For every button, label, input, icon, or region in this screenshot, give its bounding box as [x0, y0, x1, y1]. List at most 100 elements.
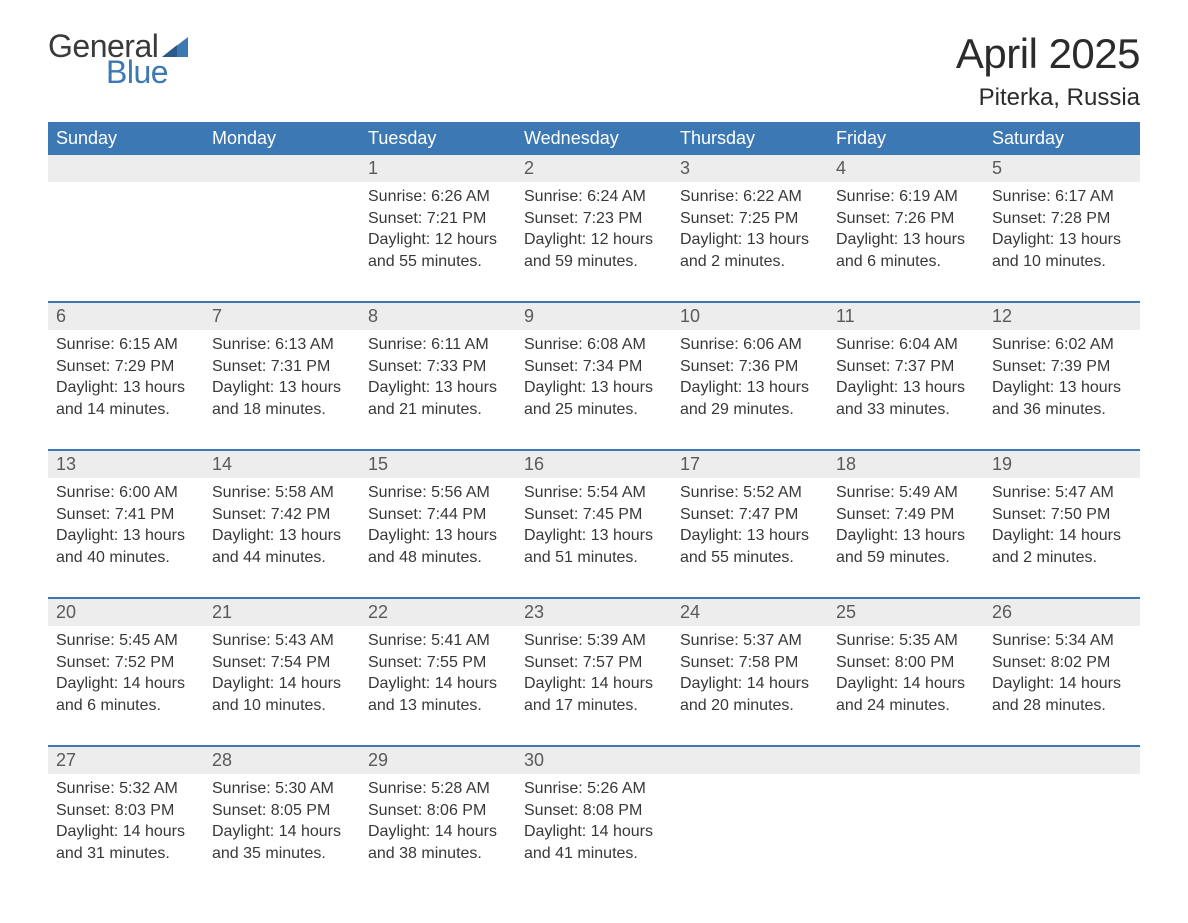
day-sunrise: Sunrise: 5:52 AM [680, 482, 820, 504]
day-sunrise: Sunrise: 6:02 AM [992, 334, 1132, 356]
day-daylight2: and 55 minutes. [680, 547, 820, 569]
day-cell: 12Sunrise: 6:02 AMSunset: 7:39 PMDayligh… [984, 303, 1140, 449]
day-daylight1: Daylight: 14 hours [368, 673, 508, 695]
day-sunset: Sunset: 8:00 PM [836, 652, 976, 674]
day-number-empty [672, 747, 828, 774]
day-sunset: Sunset: 7:34 PM [524, 356, 664, 378]
day-sunrise: Sunrise: 5:28 AM [368, 778, 508, 800]
day-sunset: Sunset: 7:28 PM [992, 208, 1132, 230]
day-body: Sunrise: 5:43 AMSunset: 7:54 PMDaylight:… [204, 626, 360, 726]
day-daylight2: and 20 minutes. [680, 695, 820, 717]
logo-text-blue: Blue [106, 56, 188, 88]
day-sunset: Sunset: 7:36 PM [680, 356, 820, 378]
day-sunrise: Sunrise: 5:39 AM [524, 630, 664, 652]
weekday-header: Thursday [672, 122, 828, 155]
day-body: Sunrise: 5:52 AMSunset: 7:47 PMDaylight:… [672, 478, 828, 578]
day-number: 18 [828, 451, 984, 478]
day-daylight2: and 44 minutes. [212, 547, 352, 569]
day-sunrise: Sunrise: 5:45 AM [56, 630, 196, 652]
weekday-header: Wednesday [516, 122, 672, 155]
day-body: Sunrise: 5:49 AMSunset: 7:49 PMDaylight:… [828, 478, 984, 578]
day-sunset: Sunset: 7:41 PM [56, 504, 196, 526]
day-sunset: Sunset: 7:26 PM [836, 208, 976, 230]
day-sunrise: Sunrise: 5:32 AM [56, 778, 196, 800]
day-number-empty [204, 155, 360, 182]
day-sunset: Sunset: 7:39 PM [992, 356, 1132, 378]
day-daylight2: and 59 minutes. [524, 251, 664, 273]
day-cell: 8Sunrise: 6:11 AMSunset: 7:33 PMDaylight… [360, 303, 516, 449]
day-body: Sunrise: 5:39 AMSunset: 7:57 PMDaylight:… [516, 626, 672, 726]
day-number: 11 [828, 303, 984, 330]
day-sunrise: Sunrise: 6:00 AM [56, 482, 196, 504]
day-body: Sunrise: 5:28 AMSunset: 8:06 PMDaylight:… [360, 774, 516, 874]
title-block: April 2025 Piterka, Russia [956, 30, 1140, 112]
day-sunset: Sunset: 7:44 PM [368, 504, 508, 526]
day-sunset: Sunset: 7:23 PM [524, 208, 664, 230]
day-sunrise: Sunrise: 6:15 AM [56, 334, 196, 356]
day-daylight1: Daylight: 14 hours [212, 821, 352, 843]
day-daylight2: and 6 minutes. [56, 695, 196, 717]
day-daylight2: and 24 minutes. [836, 695, 976, 717]
day-daylight2: and 36 minutes. [992, 399, 1132, 421]
day-cell: 25Sunrise: 5:35 AMSunset: 8:00 PMDayligh… [828, 599, 984, 745]
day-sunrise: Sunrise: 6:26 AM [368, 186, 508, 208]
day-daylight1: Daylight: 13 hours [992, 377, 1132, 399]
day-sunset: Sunset: 7:49 PM [836, 504, 976, 526]
day-body: Sunrise: 5:37 AMSunset: 7:58 PMDaylight:… [672, 626, 828, 726]
day-cell: 30Sunrise: 5:26 AMSunset: 8:08 PMDayligh… [516, 747, 672, 893]
day-sunrise: Sunrise: 5:56 AM [368, 482, 508, 504]
logo: General Blue [48, 30, 188, 88]
day-number: 19 [984, 451, 1140, 478]
day-daylight2: and 51 minutes. [524, 547, 664, 569]
day-number: 14 [204, 451, 360, 478]
week-row: 27 Sunrise: 5:32 AMSunset: 8:03 PM Dayligh… [48, 745, 1140, 893]
day-number: 25 [828, 599, 984, 626]
day-sunset: Sunset: 7:50 PM [992, 504, 1132, 526]
day-sunset: Sunset: 7:29 PM [56, 356, 196, 378]
day-number: 2 [516, 155, 672, 182]
day-daylight1: Daylight: 13 hours [836, 229, 976, 251]
day-daylight2: and 28 minutes. [992, 695, 1132, 717]
day-number: 3 [672, 155, 828, 182]
day-sunset: Sunset: 8:03 PM [56, 800, 196, 822]
day-body: Sunrise: 6:22 AMSunset: 7:25 PMDaylight:… [672, 182, 828, 282]
day-body: Sunrise: 5:47 AMSunset: 7:50 PMDaylight:… [984, 478, 1140, 578]
day-number: 26 [984, 599, 1140, 626]
day-body: Sunrise: 6:00 AMSunset: 7:41 PMDaylight:… [48, 478, 204, 578]
day-daylight2: and 40 minutes. [56, 547, 196, 569]
day-sunset: Sunset: 8:08 PM [524, 800, 664, 822]
day-number: 29 [360, 747, 516, 774]
day-sunset: Sunset: 7:25 PM [680, 208, 820, 230]
day-number: 6 [48, 303, 204, 330]
weekday-header: Friday [828, 122, 984, 155]
day-daylight2: and 10 minutes. [992, 251, 1132, 273]
day-sunset: Sunset: 7:45 PM [524, 504, 664, 526]
day-body: Sunrise: 6:13 AMSunset: 7:31 PMDaylight:… [204, 330, 360, 430]
day-sunset: Sunset: 7:47 PM [680, 504, 820, 526]
week-row: 1Sunrise: 6:26 AMSunset: 7:21 PMDaylight… [48, 155, 1140, 301]
day-daylight1: Daylight: 13 hours [524, 525, 664, 547]
day-number: 27 [48, 747, 204, 774]
day-body: Sunrise: 5:26 AMSunset: 8:08 PMDaylight:… [516, 774, 672, 874]
day-cell: 17Sunrise: 5:52 AMSunset: 7:47 PMDayligh… [672, 451, 828, 597]
header: General Blue April 2025 Piterka, Russia [48, 30, 1140, 112]
day-daylight1: Daylight: 13 hours [212, 377, 352, 399]
day-cell: 9Sunrise: 6:08 AMSunset: 7:34 PMDaylight… [516, 303, 672, 449]
day-daylight1: Daylight: 14 hours [212, 673, 352, 695]
day-daylight1: Daylight: 14 hours [368, 821, 508, 843]
day-sunset: Sunset: 7:54 PM [212, 652, 352, 674]
day-daylight2: and 18 minutes. [212, 399, 352, 421]
day-cell: 27Sunrise: 5:32 AMSunset: 8:03 PMDayligh… [48, 747, 204, 893]
day-cell: 10Sunrise: 6:06 AMSunset: 7:36 PMDayligh… [672, 303, 828, 449]
day-cell [204, 155, 360, 301]
day-body: Sunrise: 6:26 AMSunset: 7:21 PMDaylight:… [360, 182, 516, 282]
day-daylight2: and 55 minutes. [368, 251, 508, 273]
day-cell [48, 155, 204, 301]
week-row: 6 Sunrise: 6:15 AMSunset: 7:29 PM Daylight… [48, 301, 1140, 449]
day-sunrise: Sunrise: 5:35 AM [836, 630, 976, 652]
day-daylight2: and 6 minutes. [836, 251, 976, 273]
week-row: 20Sunrise: 5:45 AMSunset: 7:52 PMDayligh… [48, 597, 1140, 745]
day-body: Sunrise: 5:35 AMSunset: 8:00 PMDaylight:… [828, 626, 984, 726]
day-number: 30 [516, 747, 672, 774]
day-cell [672, 747, 828, 893]
